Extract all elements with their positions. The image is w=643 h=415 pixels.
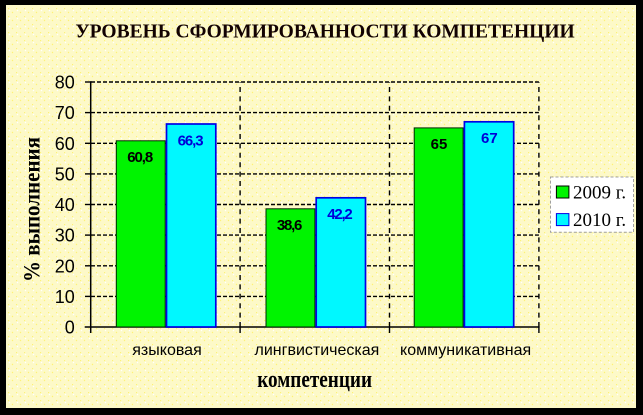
svg-text:67: 67 xyxy=(481,130,498,147)
svg-text:2009 г.: 2009 г. xyxy=(573,182,626,203)
svg-text:лингвистическая: лингвистическая xyxy=(255,342,380,359)
svg-text:0: 0 xyxy=(65,318,75,338)
svg-text:60: 60 xyxy=(55,134,75,154)
svg-text:70: 70 xyxy=(55,103,75,123)
svg-text:66,3: 66,3 xyxy=(178,132,204,149)
svg-text:38,6: 38,6 xyxy=(277,217,303,234)
svg-text:65: 65 xyxy=(431,136,448,153)
svg-text:УРОВЕНЬ СФОРМИРОВАННОСТИ КОМПЕ: УРОВЕНЬ СФОРМИРОВАННОСТИ КОМПЕТЕНЦИИ xyxy=(75,22,574,43)
svg-text:30: 30 xyxy=(55,226,75,246)
svg-text:2010 г.: 2010 г. xyxy=(573,210,626,231)
svg-text:60,8: 60,8 xyxy=(127,149,153,166)
svg-text:% выполнения: % выполнения xyxy=(19,137,45,282)
svg-text:20: 20 xyxy=(55,256,75,276)
svg-text:10: 10 xyxy=(55,287,75,307)
svg-text:40: 40 xyxy=(55,195,75,215)
svg-text:80: 80 xyxy=(55,73,75,93)
svg-text:языковая: языковая xyxy=(132,342,201,359)
svg-text:компетенции: компетенции xyxy=(257,366,372,393)
svg-text:50: 50 xyxy=(55,164,75,184)
svg-text:коммуникативная: коммуникативная xyxy=(400,342,531,359)
svg-text:42,2: 42,2 xyxy=(327,206,353,223)
